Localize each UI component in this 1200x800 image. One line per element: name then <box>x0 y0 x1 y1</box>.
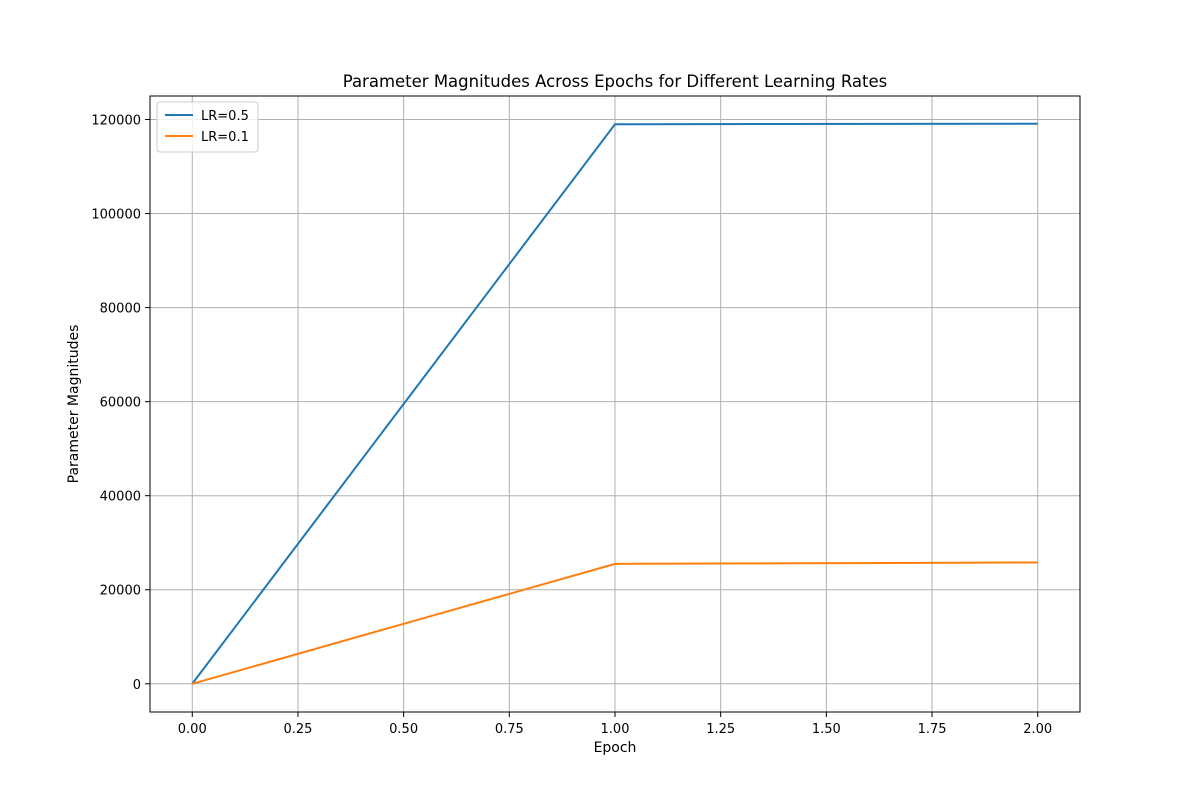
legend-label-1: LR=0.1 <box>201 130 249 145</box>
x-tick-label: 1.75 <box>918 722 947 737</box>
y-tick-label: 60000 <box>100 396 141 411</box>
y-tick-label: 0 <box>133 678 141 693</box>
x-tick-label: 0.75 <box>495 722 524 737</box>
y-tick-label: 40000 <box>100 490 141 505</box>
grid-lines <box>150 96 1080 712</box>
x-tick-label: 0.50 <box>389 722 418 737</box>
x-tick-label: 2.00 <box>1023 722 1052 737</box>
series-lines <box>191 122 1038 685</box>
y-tick-label: 80000 <box>100 302 141 317</box>
y-axis-label: Parameter Magnitudes <box>66 325 82 484</box>
series-line-0 <box>191 122 1038 685</box>
x-axis-label: Epoch <box>594 740 637 756</box>
y-tick-label: 20000 <box>100 584 141 599</box>
series-line-1 <box>191 561 1038 685</box>
chart-title: Parameter Magnitudes Across Epochs for D… <box>343 72 888 91</box>
y-tick-label: 120000 <box>91 114 141 129</box>
x-tick-label: 1.50 <box>812 722 841 737</box>
legend: LR=0.5 LR=0.1 <box>156 101 259 153</box>
x-tick-label: 0.00 <box>178 722 207 737</box>
axis-ticks: 0.00 0.25 0.50 0.75 1.00 1.25 1.50 1.75 2.00 0 200… <box>91 114 1052 737</box>
legend-label-0: LR=0.5 <box>201 109 249 124</box>
x-tick-label: 1.25 <box>706 722 735 737</box>
x-tick-label: 0.25 <box>283 722 312 737</box>
x-tick-label: 1.00 <box>601 722 630 737</box>
y-tick-label: 100000 <box>91 208 141 223</box>
